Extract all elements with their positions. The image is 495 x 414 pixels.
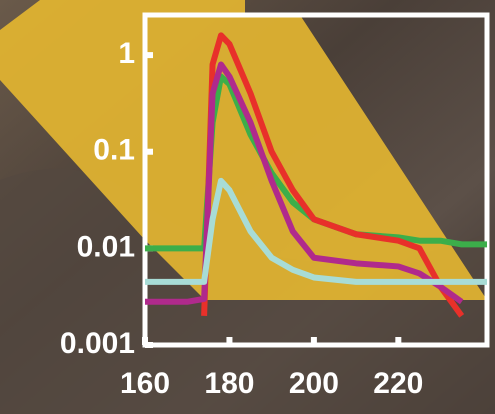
y-tick-label: 1 <box>118 37 135 70</box>
x-tick-label: 200 <box>289 367 339 400</box>
chart: 1 0.1 0.01 0.001 160 180 200 220 <box>0 0 495 414</box>
y-tick-label: 0.1 <box>93 134 135 167</box>
x-tick-label: 180 <box>204 367 254 400</box>
x-tick-label: 220 <box>373 367 423 400</box>
x-tick-label: 160 <box>120 367 170 400</box>
y-tick-label: 0.01 <box>77 230 135 263</box>
y-tick-label: 0.001 <box>60 327 135 360</box>
